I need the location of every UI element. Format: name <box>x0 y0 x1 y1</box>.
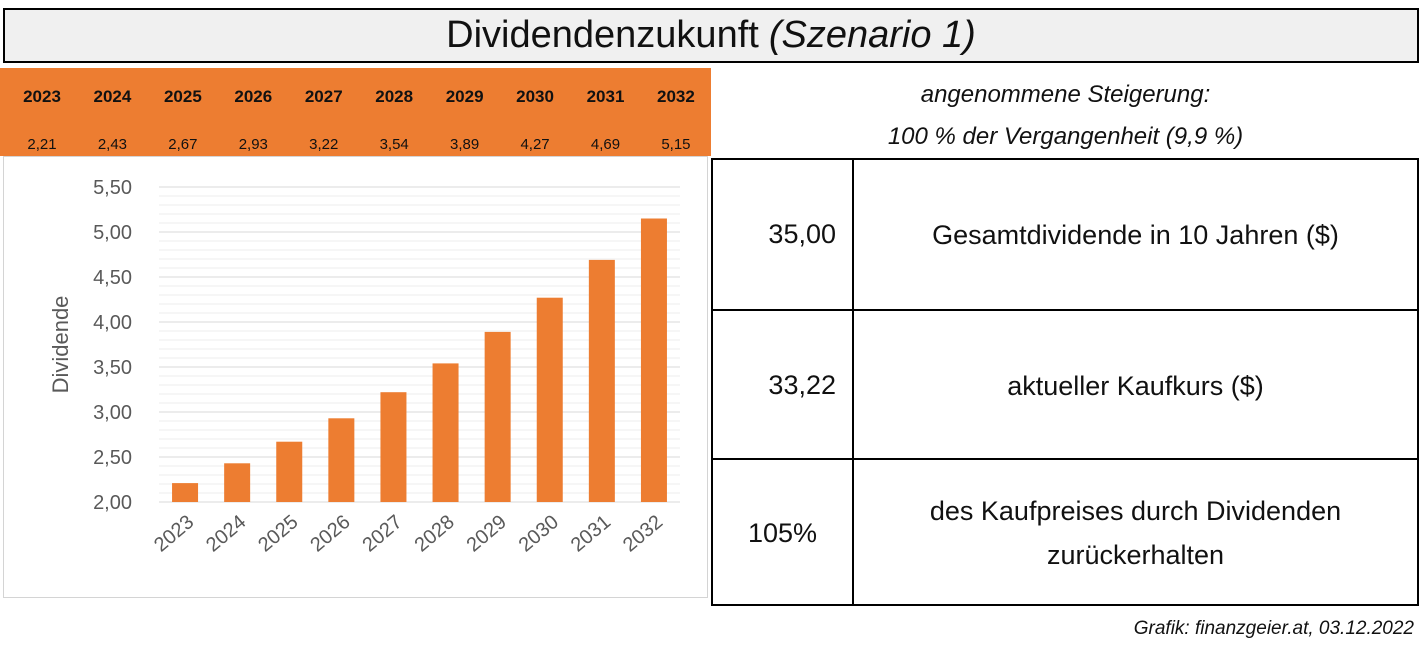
x-tick-label: 2026 <box>306 511 354 556</box>
strip-values: 2,21 2,43 2,67 2,93 3,22 3,54 3,89 4,27 … <box>12 136 706 153</box>
summary-value: 105% <box>713 460 854 606</box>
strip-year: 2023 <box>23 87 61 106</box>
bar <box>380 392 407 502</box>
strip-year: 2028 <box>375 87 414 106</box>
bar <box>588 259 615 502</box>
strip-value: 3,22 <box>309 136 339 153</box>
y-tick-label: 4,50 <box>93 267 132 289</box>
bar <box>484 331 511 502</box>
summary-value: 35,00 <box>713 160 854 309</box>
strip-year: 2024 <box>93 87 132 106</box>
strip-year: 2026 <box>234 87 273 106</box>
title-scenario: (Szenario 1) <box>768 14 976 56</box>
strip-years: 2023 2024 2025 2026 2027 2028 2029 2030 … <box>12 87 706 107</box>
bar-chart: 2,00 2,50 3,00 3,50 4,00 4,50 5,00 5,50 Dividend… <box>48 177 680 556</box>
strip-year: 2031 <box>586 87 625 106</box>
summary-label: aktueller Kaufkurs ($) <box>1007 370 1264 401</box>
x-tick-label: 2031 <box>567 511 615 556</box>
y-tick-label: 2,50 <box>93 447 132 469</box>
strip-value: 2,21 <box>27 136 57 153</box>
x-tick-label: 2030 <box>515 511 563 556</box>
y-tick-label: 5,00 <box>93 222 132 244</box>
summary-value: 33,22 <box>713 311 854 460</box>
y-tick-label: 4,00 <box>93 312 132 334</box>
y-axis-title: Dividende <box>48 296 73 394</box>
strip-value: 3,54 <box>379 136 409 153</box>
strip-value: 4,69 <box>590 136 621 153</box>
strip-year: 2030 <box>516 87 554 106</box>
x-tick-label: 2029 <box>463 511 511 556</box>
strip-value: 2,93 <box>238 136 268 153</box>
summary-row: 105% des Kaufpreises durch Dividenden zu… <box>713 458 1417 606</box>
x-tick-label: 2024 <box>202 511 250 556</box>
y-tick-label: 5,50 <box>93 177 132 199</box>
strip-value: 5,15 <box>661 136 691 153</box>
y-tick-label: 3,50 <box>93 357 132 379</box>
strip-value: 3,89 <box>450 136 480 153</box>
bar <box>432 363 459 502</box>
bar <box>172 483 199 502</box>
credit-text: Grafik: finanzgeier.at, 03.12.2022 <box>1133 618 1414 639</box>
assumption-text: angenommene Steigerung: 100 % der Vergan… <box>712 74 1419 158</box>
bar <box>640 218 667 502</box>
strip-year: 2027 <box>304 87 343 106</box>
x-tick-label: 2032 <box>619 511 667 556</box>
chart-panel: 2,00 2,50 3,00 3,50 4,00 4,50 5,00 5,50 Dividend… <box>3 156 708 598</box>
dividend-strip: 2023 2024 2025 2026 2027 2028 2029 2030 … <box>0 68 711 156</box>
title-main: Dividendenzukunft <box>446 14 759 56</box>
assumption-line-1: angenommene Steigerung: <box>920 81 1211 108</box>
x-tick-label: 2025 <box>254 511 302 556</box>
y-tick-label: 2,00 <box>93 492 132 514</box>
chart-title: Dividendenzukunft (Szenario 1) <box>3 8 1419 63</box>
summary-label: des Kaufpreises durch Dividenden zurücke… <box>929 496 1342 570</box>
summary-row: 35,00 Gesamtdividende in 10 Jahren ($) <box>713 160 1417 309</box>
x-tick-label: 2027 <box>358 511 406 556</box>
bar <box>328 418 355 502</box>
strip-value: 4,27 <box>520 136 550 153</box>
x-tick-label: 2023 <box>150 511 198 556</box>
x-tick-label: 2028 <box>411 511 459 556</box>
y-tick-label: 3,00 <box>93 402 132 424</box>
summary-label: Gesamtdividende in 10 Jahren ($) <box>932 219 1339 250</box>
assumption-line-2: 100 % der Vergangenheit (9,9 %) <box>887 123 1244 150</box>
strip-year: 2029 <box>445 87 484 106</box>
strip-year: 2025 <box>163 87 202 106</box>
strip-value: 2,43 <box>97 136 128 153</box>
summary-row: 33,22 aktueller Kaufkurs ($) <box>713 309 1417 460</box>
bar <box>224 463 251 502</box>
strip-year: 2032 <box>657 87 695 106</box>
bar <box>536 297 563 502</box>
bar <box>276 441 303 502</box>
summary-table: 35,00 Gesamtdividende in 10 Jahren ($) 3… <box>711 158 1419 606</box>
strip-value: 2,67 <box>168 136 198 153</box>
